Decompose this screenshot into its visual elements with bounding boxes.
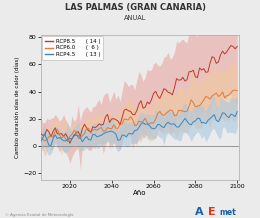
Text: A: A (195, 207, 204, 217)
Y-axis label: Cambio duración olas de calor (días): Cambio duración olas de calor (días) (15, 57, 21, 158)
Legend: RCP8.5      ( 14 ), RCP6.0      (  6 ), RCP4.5      ( 13 ): RCP8.5 ( 14 ), RCP6.0 ( 6 ), RCP4.5 ( 13… (42, 36, 103, 60)
Text: ANUAL: ANUAL (124, 15, 146, 21)
Text: met: met (220, 208, 236, 217)
Text: © Agencia Estatal de Meteorología: © Agencia Estatal de Meteorología (5, 213, 74, 217)
Text: LAS PALMAS (GRAN CANARIA): LAS PALMAS (GRAN CANARIA) (65, 3, 206, 12)
Text: E: E (208, 207, 216, 217)
X-axis label: Año: Año (133, 191, 147, 196)
